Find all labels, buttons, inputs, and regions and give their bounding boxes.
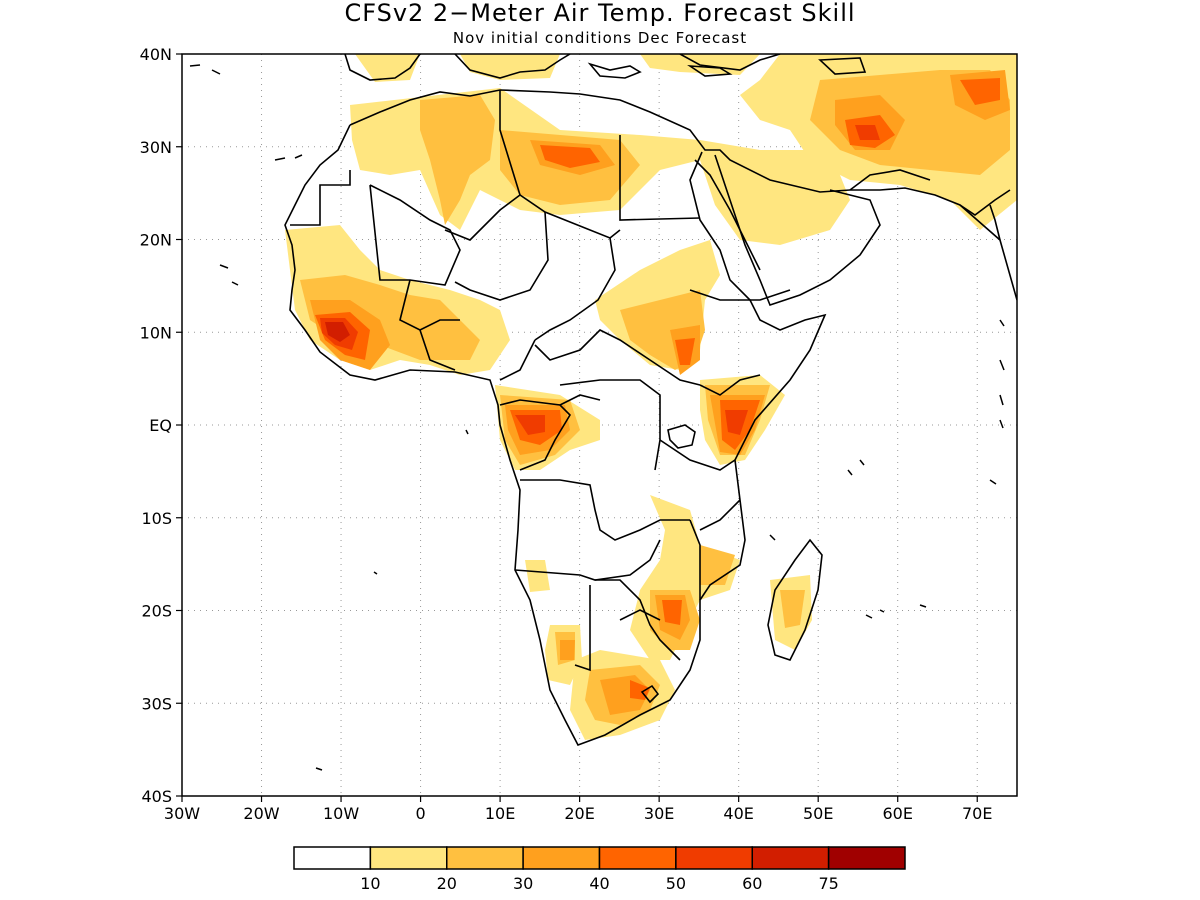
- colorbar-label: 40: [589, 874, 609, 893]
- coastlines: [284, 54, 1017, 746]
- colorbar-swatch: [598, 846, 677, 870]
- colorbar: 10 20 30 40 50 60 75: [293, 846, 906, 893]
- colorbar-swatch: [369, 846, 448, 870]
- lat-label: 20S: [141, 602, 172, 621]
- skill-60-75-areas: [325, 322, 350, 342]
- colorbar-swatch: [675, 846, 753, 870]
- latitude-labels: 40N 30N 20N 10N EQ 10S 20S 30S 40S: [140, 45, 182, 806]
- lat-label: 30S: [141, 694, 172, 713]
- lon-label: 20W: [243, 804, 279, 823]
- lat-label: 10S: [141, 509, 172, 528]
- colorbar-swatch: [827, 846, 906, 870]
- map-subtitle: Nov initial conditions Dec Forecast: [452, 29, 748, 47]
- longitude-labels: 30W 20W 10W 0 10E 20E 30E 40E 50E 60E 70E: [164, 796, 992, 823]
- lon-label: 40E: [723, 804, 753, 823]
- skill-shading: [285, 54, 1017, 740]
- lat-label: 40N: [140, 45, 172, 64]
- colorbar-label: 30: [513, 874, 533, 893]
- colorbar-swatch: [446, 846, 524, 870]
- lat-label: 20N: [140, 231, 172, 250]
- lat-label: 30N: [140, 138, 172, 157]
- lat-label: 10N: [140, 323, 172, 342]
- colorbar-label: 50: [666, 874, 686, 893]
- colorbar-label: 75: [818, 874, 838, 893]
- lon-label: 20E: [564, 804, 594, 823]
- lon-label: 70E: [962, 804, 992, 823]
- colorbar-swatch: [751, 846, 830, 870]
- colorbar-label: 20: [437, 874, 457, 893]
- lon-label: 10W: [323, 804, 359, 823]
- islands: [189, 64, 1005, 771]
- lat-label: 40S: [141, 787, 172, 806]
- lon-label: 30E: [644, 804, 674, 823]
- lat-label: EQ: [149, 416, 172, 435]
- lon-label: 10E: [485, 804, 515, 823]
- lon-label: 30W: [164, 804, 200, 823]
- lon-label: 0: [415, 804, 425, 823]
- colorbar-label: 10: [360, 874, 380, 893]
- lon-label: 50E: [803, 804, 833, 823]
- colorbar-swatch: [522, 846, 601, 870]
- lon-label: 60E: [882, 804, 912, 823]
- map-title: CFSv2 2−Meter Air Temp. Forecast Skill: [344, 0, 856, 27]
- colorbar-swatch: [293, 846, 372, 870]
- colorbar-label: 60: [742, 874, 762, 893]
